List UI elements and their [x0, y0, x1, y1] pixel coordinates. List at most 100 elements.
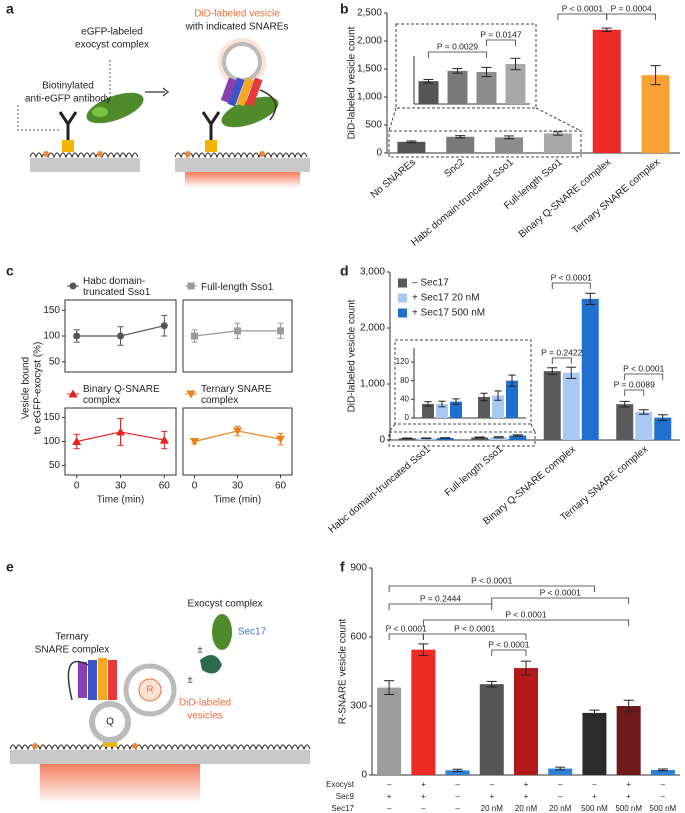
bar: [436, 404, 448, 418]
vesicle-label: DiD-labeled vesicle: [194, 9, 280, 20]
bar: [543, 371, 561, 440]
data-point: [233, 427, 242, 436]
bar: [397, 141, 426, 153]
bar: [592, 29, 621, 153]
y-tick-label: 3,000: [360, 267, 385, 278]
legend-label: Ternary SNARE complex: [201, 384, 272, 406]
bar: [450, 401, 462, 418]
data-point: [116, 427, 125, 436]
significance-label: P = 0.2444: [420, 593, 461, 603]
legend-label: Binary Q-SNARE complex: [83, 384, 160, 406]
condition-cell: –: [661, 780, 666, 789]
significance-bracket: [624, 389, 645, 396]
bar: [548, 768, 573, 775]
y-tick-label: 150: [43, 305, 60, 316]
condition-cell: –: [421, 804, 426, 813]
condition-cell: –: [490, 780, 495, 789]
panel-label: d: [340, 263, 349, 279]
condition-label: Sec9: [336, 792, 355, 801]
condition-cell: +: [626, 780, 631, 789]
legend-swatch: [398, 293, 407, 303]
bar: [616, 404, 634, 440]
legend-label: + Sec17 20 nM: [412, 293, 480, 304]
bar: [514, 668, 538, 775]
bar: [509, 435, 527, 440]
condition-cell: –: [387, 780, 392, 789]
significance-label: P < 0.0001: [623, 363, 664, 373]
y-axis-label: Vesicle bound: [21, 357, 32, 419]
zoom-box: [388, 431, 536, 447]
bar: [654, 417, 672, 440]
data-point: [190, 332, 198, 340]
condition-cell: +: [387, 792, 392, 801]
condition-cell: –: [455, 792, 460, 801]
data-point: [276, 435, 286, 444]
data-point: [160, 322, 168, 330]
bar: [422, 404, 434, 418]
significance-label: P < 0.0001: [454, 623, 495, 633]
x-tick-label: 30: [232, 481, 244, 492]
legend-box: Full-length Sso1: [201, 282, 273, 293]
legend-box: Ternary SNARE complex: [201, 384, 272, 406]
y-tick-label: 0: [405, 413, 410, 422]
zoom-box: [388, 130, 582, 158]
y-tick-label: 1,000: [357, 92, 382, 103]
significance-label: P = 0.0004: [611, 3, 652, 13]
significance-label: P = 0.0147: [480, 29, 521, 39]
antibody-label: anti-eGFP antibody: [25, 94, 111, 105]
significance-label: P < 0.0001: [471, 575, 512, 585]
condition-label: Sec17: [331, 804, 354, 813]
bar: [492, 395, 504, 418]
condition-cell: +: [489, 792, 494, 801]
x-axis-label: Time (min): [97, 495, 144, 506]
condition-label: Exocyst: [326, 780, 355, 789]
bar: [447, 70, 468, 104]
significance-label: P < 0.0001: [488, 639, 529, 649]
bar: [411, 649, 436, 775]
significance-bracket: [486, 39, 516, 46]
antibody-label: Biotinylated: [42, 81, 94, 92]
y-tick-label: 150: [43, 412, 60, 423]
bar: [478, 397, 490, 418]
data-point: [159, 435, 169, 444]
plus-minus: ±: [187, 675, 193, 686]
significance-bracket: [422, 633, 527, 640]
y-tick-label: 40: [400, 394, 409, 403]
condition-cell: –: [558, 780, 563, 789]
x-tick-label: Full-length Sso1: [443, 444, 506, 499]
y-tick-label: 120: [396, 357, 410, 366]
condition-cell: 500 nM: [615, 804, 642, 813]
condition-cell: 20 nM: [481, 804, 504, 813]
r-label: R: [146, 685, 153, 696]
significance-bracket: [388, 603, 493, 610]
bar: [505, 64, 526, 104]
legend-swatch: [398, 278, 407, 288]
significance-bracket: [551, 282, 591, 289]
y-axis-label: DiD-labeled vesicle count: [347, 299, 358, 412]
significance-bracket: [624, 373, 664, 380]
significance-label: P < 0.0001: [562, 3, 603, 13]
legend-marker: [187, 282, 195, 290]
y-axis-label: to eGFP-exocyst (%): [33, 342, 44, 435]
bar: [582, 712, 607, 775]
y-tick-label: 2,000: [360, 323, 385, 334]
bar: [446, 136, 475, 153]
y-tick-label: 80: [400, 376, 409, 385]
bar: [506, 380, 518, 418]
condition-cell: +: [421, 780, 426, 789]
data-point: [189, 438, 199, 446]
significance-bracket: [491, 597, 630, 604]
significance-bracket: [388, 585, 595, 592]
bar: [445, 770, 470, 775]
plus-minus: ±: [197, 645, 203, 656]
condition-cell: 500 nM: [650, 804, 677, 813]
y-tick-label: 0: [379, 435, 385, 446]
significance-label: P = 0.0089: [614, 379, 655, 389]
legend-box: Habc domain-truncated Sso1: [83, 276, 150, 298]
bar: [490, 437, 508, 440]
x-tick-label: Snc2: [442, 157, 467, 180]
condition-cell: +: [626, 792, 631, 801]
data-point: [234, 327, 241, 335]
condition-cell: +: [421, 792, 426, 801]
